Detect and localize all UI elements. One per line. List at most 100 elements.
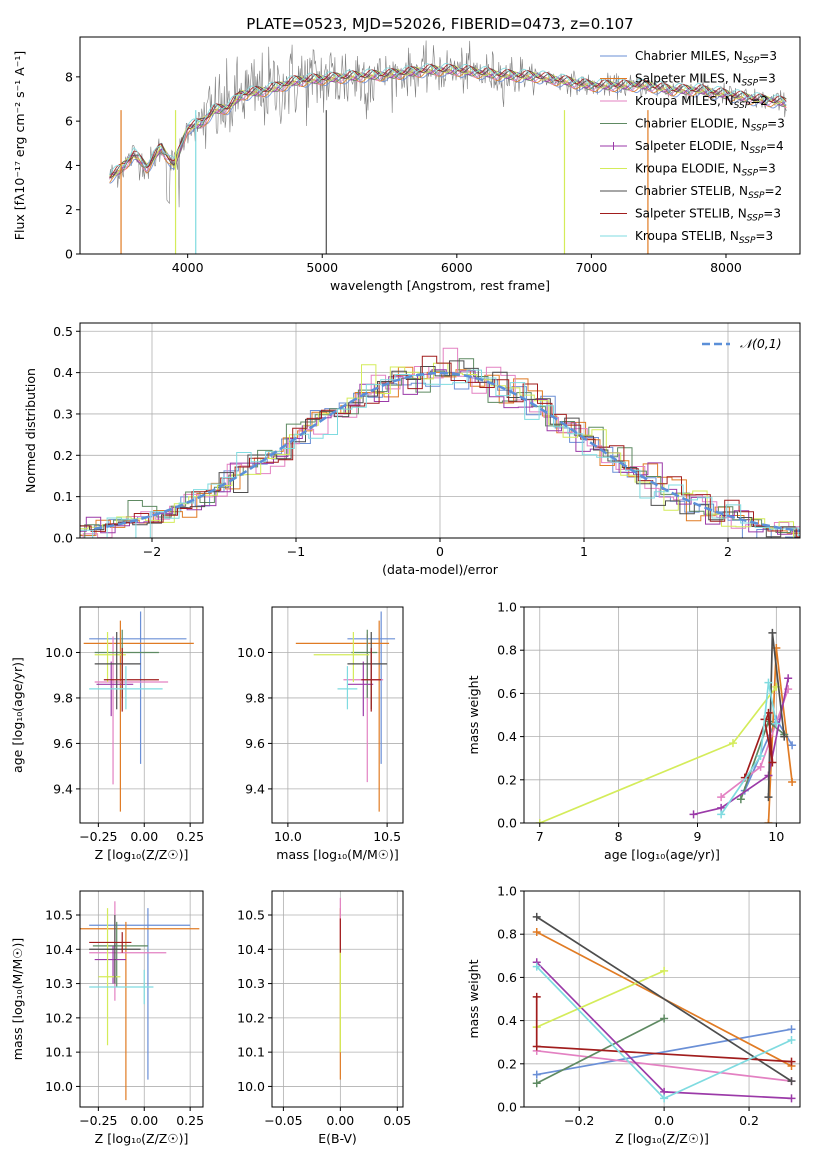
age-vs-metallicity-panel: −0.25 0.00 0.25 9.4 9.6 9.8 10.0 Z [log₁₀(Z/Z☉)…	[10, 606, 204, 862]
model-spectrum-kroupa_stelib	[109, 63, 787, 175]
y-tick-label: 2	[65, 202, 73, 217]
mass-vs-metallicity-panel: −0.25 0.00 0.25 10.0 10.1 10.2 10.3 10.4 10.5 Z […	[10, 890, 204, 1146]
x-tick-label: 0.2	[739, 1113, 759, 1128]
weight-point-kroupa_stelib	[532, 962, 541, 971]
x-tick-label: 10.0	[274, 829, 302, 844]
y-tick-label: 0.8	[497, 927, 517, 942]
x-tick-label: 7	[536, 829, 544, 844]
weight-point-kroupa_stelib	[764, 678, 773, 687]
plot-frame	[79, 890, 204, 1108]
x-tick-label: 10	[768, 829, 784, 844]
legend-label: 𝒩(0,1)	[740, 336, 782, 351]
x-tick-label: 4000	[172, 260, 204, 275]
plot-frame	[271, 890, 404, 1108]
weight-vs-age-panel: 7 8 9 10 0.0 0.2 0.4 0.6 0.8 1.0 age [log₁₀(age/yr…	[466, 600, 801, 862]
y-tick-label: 10.1	[237, 1045, 265, 1060]
histogram-chabrier_miles	[80, 371, 800, 538]
x-tick-label: 1	[580, 544, 588, 559]
x-tick-label: 0.25	[176, 1113, 204, 1128]
weight-point-kroupa_stelib	[787, 1036, 796, 1045]
legend-label: Kroupa ELODIE, NSSP=3	[635, 162, 776, 179]
weight-lines	[532, 912, 796, 1103]
y-tick-label: 0.1	[53, 489, 73, 504]
x-axis-label: mass [log₁₀(M/M☉)]	[276, 847, 398, 862]
y-tick-label: 4	[65, 158, 73, 173]
y-tick-label: 1.0	[497, 600, 517, 615]
y-tick-label: 9.8	[245, 690, 265, 705]
y-axis-label: age [log₁₀(age/yr)]	[10, 657, 25, 773]
x-axis-label: wavelength [Angstrom, rest frame]	[330, 278, 550, 293]
weight-point-salpeter_stelib	[532, 1042, 541, 1051]
weight-point-kroupa_stelib	[660, 1094, 669, 1103]
x-axis-label: Z [log₁₀(Z/Z☉)]	[615, 1131, 709, 1146]
residual-histograms	[80, 347, 800, 538]
weight-point-chabrier_stelib	[787, 1077, 796, 1086]
y-tick-label: 0.0	[497, 1100, 517, 1115]
y-tick-label: 0.2	[53, 448, 73, 463]
legend-label: Chabrier STELIB, NSSP=2	[635, 184, 782, 201]
weight-point-kroupa_stelib	[756, 752, 765, 761]
weight-lines	[535, 628, 797, 823]
model-spectrum-kroupa_miles	[109, 68, 787, 180]
weight-point-kroupa_elodie	[535, 819, 544, 823]
y-tick-label: 10.1	[45, 1045, 73, 1060]
x-tick-label: 8000	[710, 260, 742, 275]
y-tick-label: 0.0	[53, 531, 73, 546]
age-vs-mass-panel: 10.0 10.5 9.4 9.6 9.8 10.0 mass [log₁₀(M/M☉)]	[237, 606, 404, 862]
x-tick-label: 0.0	[654, 1113, 674, 1128]
weight-point-chabrier_elodie	[660, 1014, 669, 1023]
weight-point-salpeter_miles	[788, 777, 797, 786]
legend-label: Salpeter ELODIE, NSSP=4	[635, 139, 784, 156]
mass-vs-ebv-panel: −0.05 0.00 0.05 10.0 10.1 10.2 10.3 10.4 10.5 E(B…	[237, 890, 411, 1146]
weight-point-kroupa_miles	[717, 793, 726, 802]
histogram-kroupa_stelib	[80, 369, 800, 538]
weight-line-salpeter_stelib	[744, 712, 774, 778]
y-axis-label: mass weight	[466, 675, 481, 754]
x-tick-label: 9	[694, 829, 702, 844]
error-bars	[295, 611, 396, 812]
x-tick-label: 0.05	[383, 1113, 411, 1128]
x-tick-label: 8	[615, 829, 623, 844]
weight-line-chabrier_stelib	[536, 916, 792, 1082]
y-axis-label: Normed distribution	[23, 368, 38, 493]
weight-point-salpeter_elodie	[689, 810, 698, 819]
y-tick-label: 0.8	[497, 643, 517, 658]
x-axis-label: E(B-V)	[318, 1131, 357, 1146]
y-tick-label: 0.4	[53, 365, 73, 380]
y-tick-label: 0.2	[497, 772, 517, 787]
plot-frame	[523, 606, 801, 824]
x-tick-label: −2	[143, 544, 161, 559]
y-tick-label: 8	[65, 69, 73, 84]
weight-line-chabrier_miles	[536, 1028, 792, 1076]
legend-label: Salpeter STELIB, NSSP=3	[635, 207, 781, 224]
model-spectrum-salpeter_elodie	[109, 66, 787, 176]
x-tick-label: 7000	[575, 260, 607, 275]
x-tick-label: 0.25	[176, 829, 204, 844]
weight-vs-metallicity-panel: −0.2 0.0 0.2 0.0 0.2 0.4 0.6 0.8 1.0 Z [log₁₀(Z/Z…	[466, 884, 801, 1146]
y-tick-label: 0.4	[497, 1013, 517, 1028]
x-tick-label: −0.25	[79, 829, 117, 844]
plot-frame	[79, 322, 801, 539]
x-tick-label: −0.25	[79, 1113, 117, 1128]
y-tick-label: 10.3	[45, 976, 73, 991]
weight-point-salpeter_stelib	[787, 1057, 796, 1066]
error-bars	[80, 901, 200, 1101]
y-tick-label: 10.5	[45, 908, 73, 923]
error-bars	[83, 611, 194, 812]
x-tick-label: 0.00	[130, 829, 158, 844]
histogram-kroupa_elodie	[80, 362, 800, 538]
x-tick-label: −0.05	[264, 1113, 302, 1128]
plot-frame	[523, 890, 801, 1108]
y-tick-label: 9.6	[245, 736, 265, 751]
weight-point-salpeter_elodie	[784, 674, 793, 683]
y-tick-label: 10.5	[237, 908, 265, 923]
weight-point-chabrier_stelib	[780, 732, 789, 741]
x-tick-label: 0.00	[326, 1113, 354, 1128]
y-tick-label: 0.6	[497, 686, 517, 701]
y-axis-label: mass weight	[466, 959, 481, 1038]
y-tick-label: 10.3	[237, 976, 265, 991]
weight-line-salpeter_elodie	[693, 678, 790, 816]
x-tick-label: −0.2	[564, 1113, 594, 1128]
y-tick-label: 9.4	[53, 781, 73, 796]
